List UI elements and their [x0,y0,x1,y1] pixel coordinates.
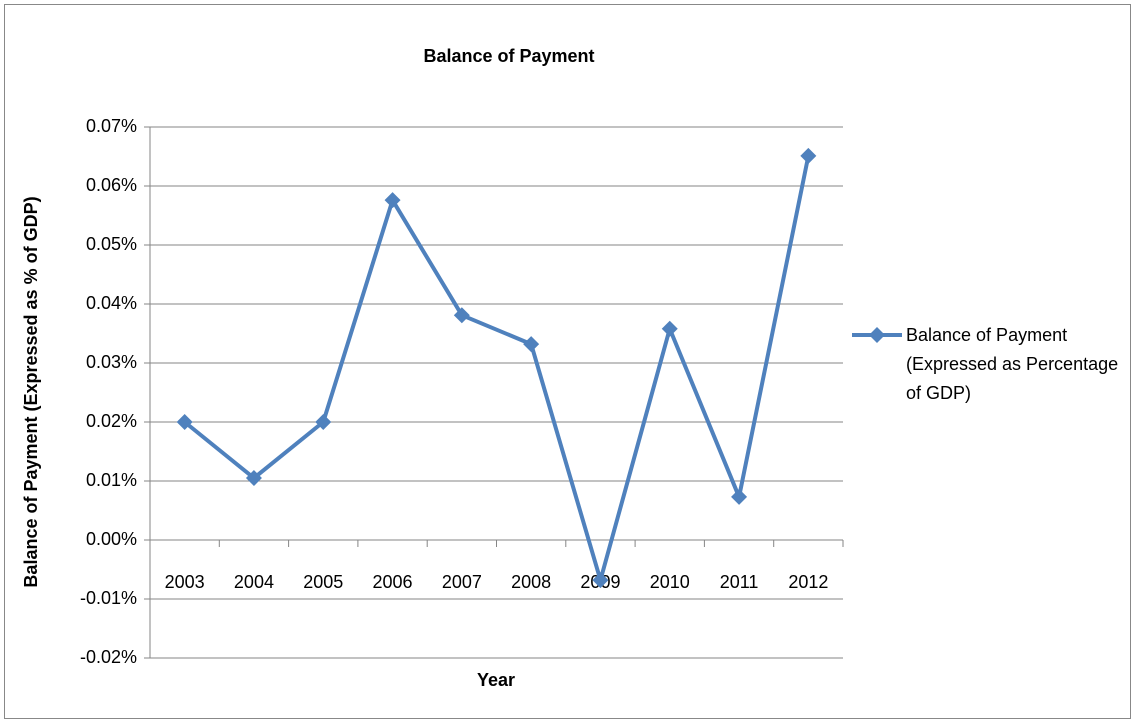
chart-title: Balance of Payment [423,46,594,66]
legend-marker [869,327,885,343]
x-tick-label: 2007 [442,572,482,592]
x-tick-label: 2010 [650,572,690,592]
data-point [453,307,470,324]
y-tick-label: 0.01% [86,470,137,490]
data-point [523,336,540,353]
y-tick-label: 0.00% [86,529,137,549]
series-line [183,155,811,583]
data-point [176,414,193,430]
y-tick-label: 0.06% [86,175,137,195]
x-tick-label: 2011 [720,572,759,592]
y-tick-label: -0.02% [80,647,137,667]
y-tick-label: -0.01% [80,588,137,608]
x-axis-label: Year [477,670,515,690]
data-point [800,147,817,164]
y-tick-label: 0.07% [86,116,137,136]
y-tick-label: 0.04% [86,293,137,313]
y-tick-label: 0.03% [86,352,137,372]
x-tick-label: 2004 [234,572,274,592]
data-point [731,488,748,505]
x-tick-label: 2008 [511,572,551,592]
y-tick-label: 0.02% [86,411,137,431]
data-point [245,470,262,487]
data-point [592,572,609,589]
x-tick-label: 2006 [373,572,413,592]
y-axis-label: Balance of Payment (Expressed as % of GD… [21,196,41,587]
x-tick-label: 2012 [788,572,828,592]
data-point [384,192,401,209]
y-tick-label: 0.05% [86,234,137,254]
data-point [315,414,332,430]
x-tick-label: 2005 [303,572,343,592]
x-tick-label: 2003 [165,572,205,592]
legend-label: Balance of Payment (Expressed as Percent… [906,325,1119,403]
data-point [661,320,678,337]
